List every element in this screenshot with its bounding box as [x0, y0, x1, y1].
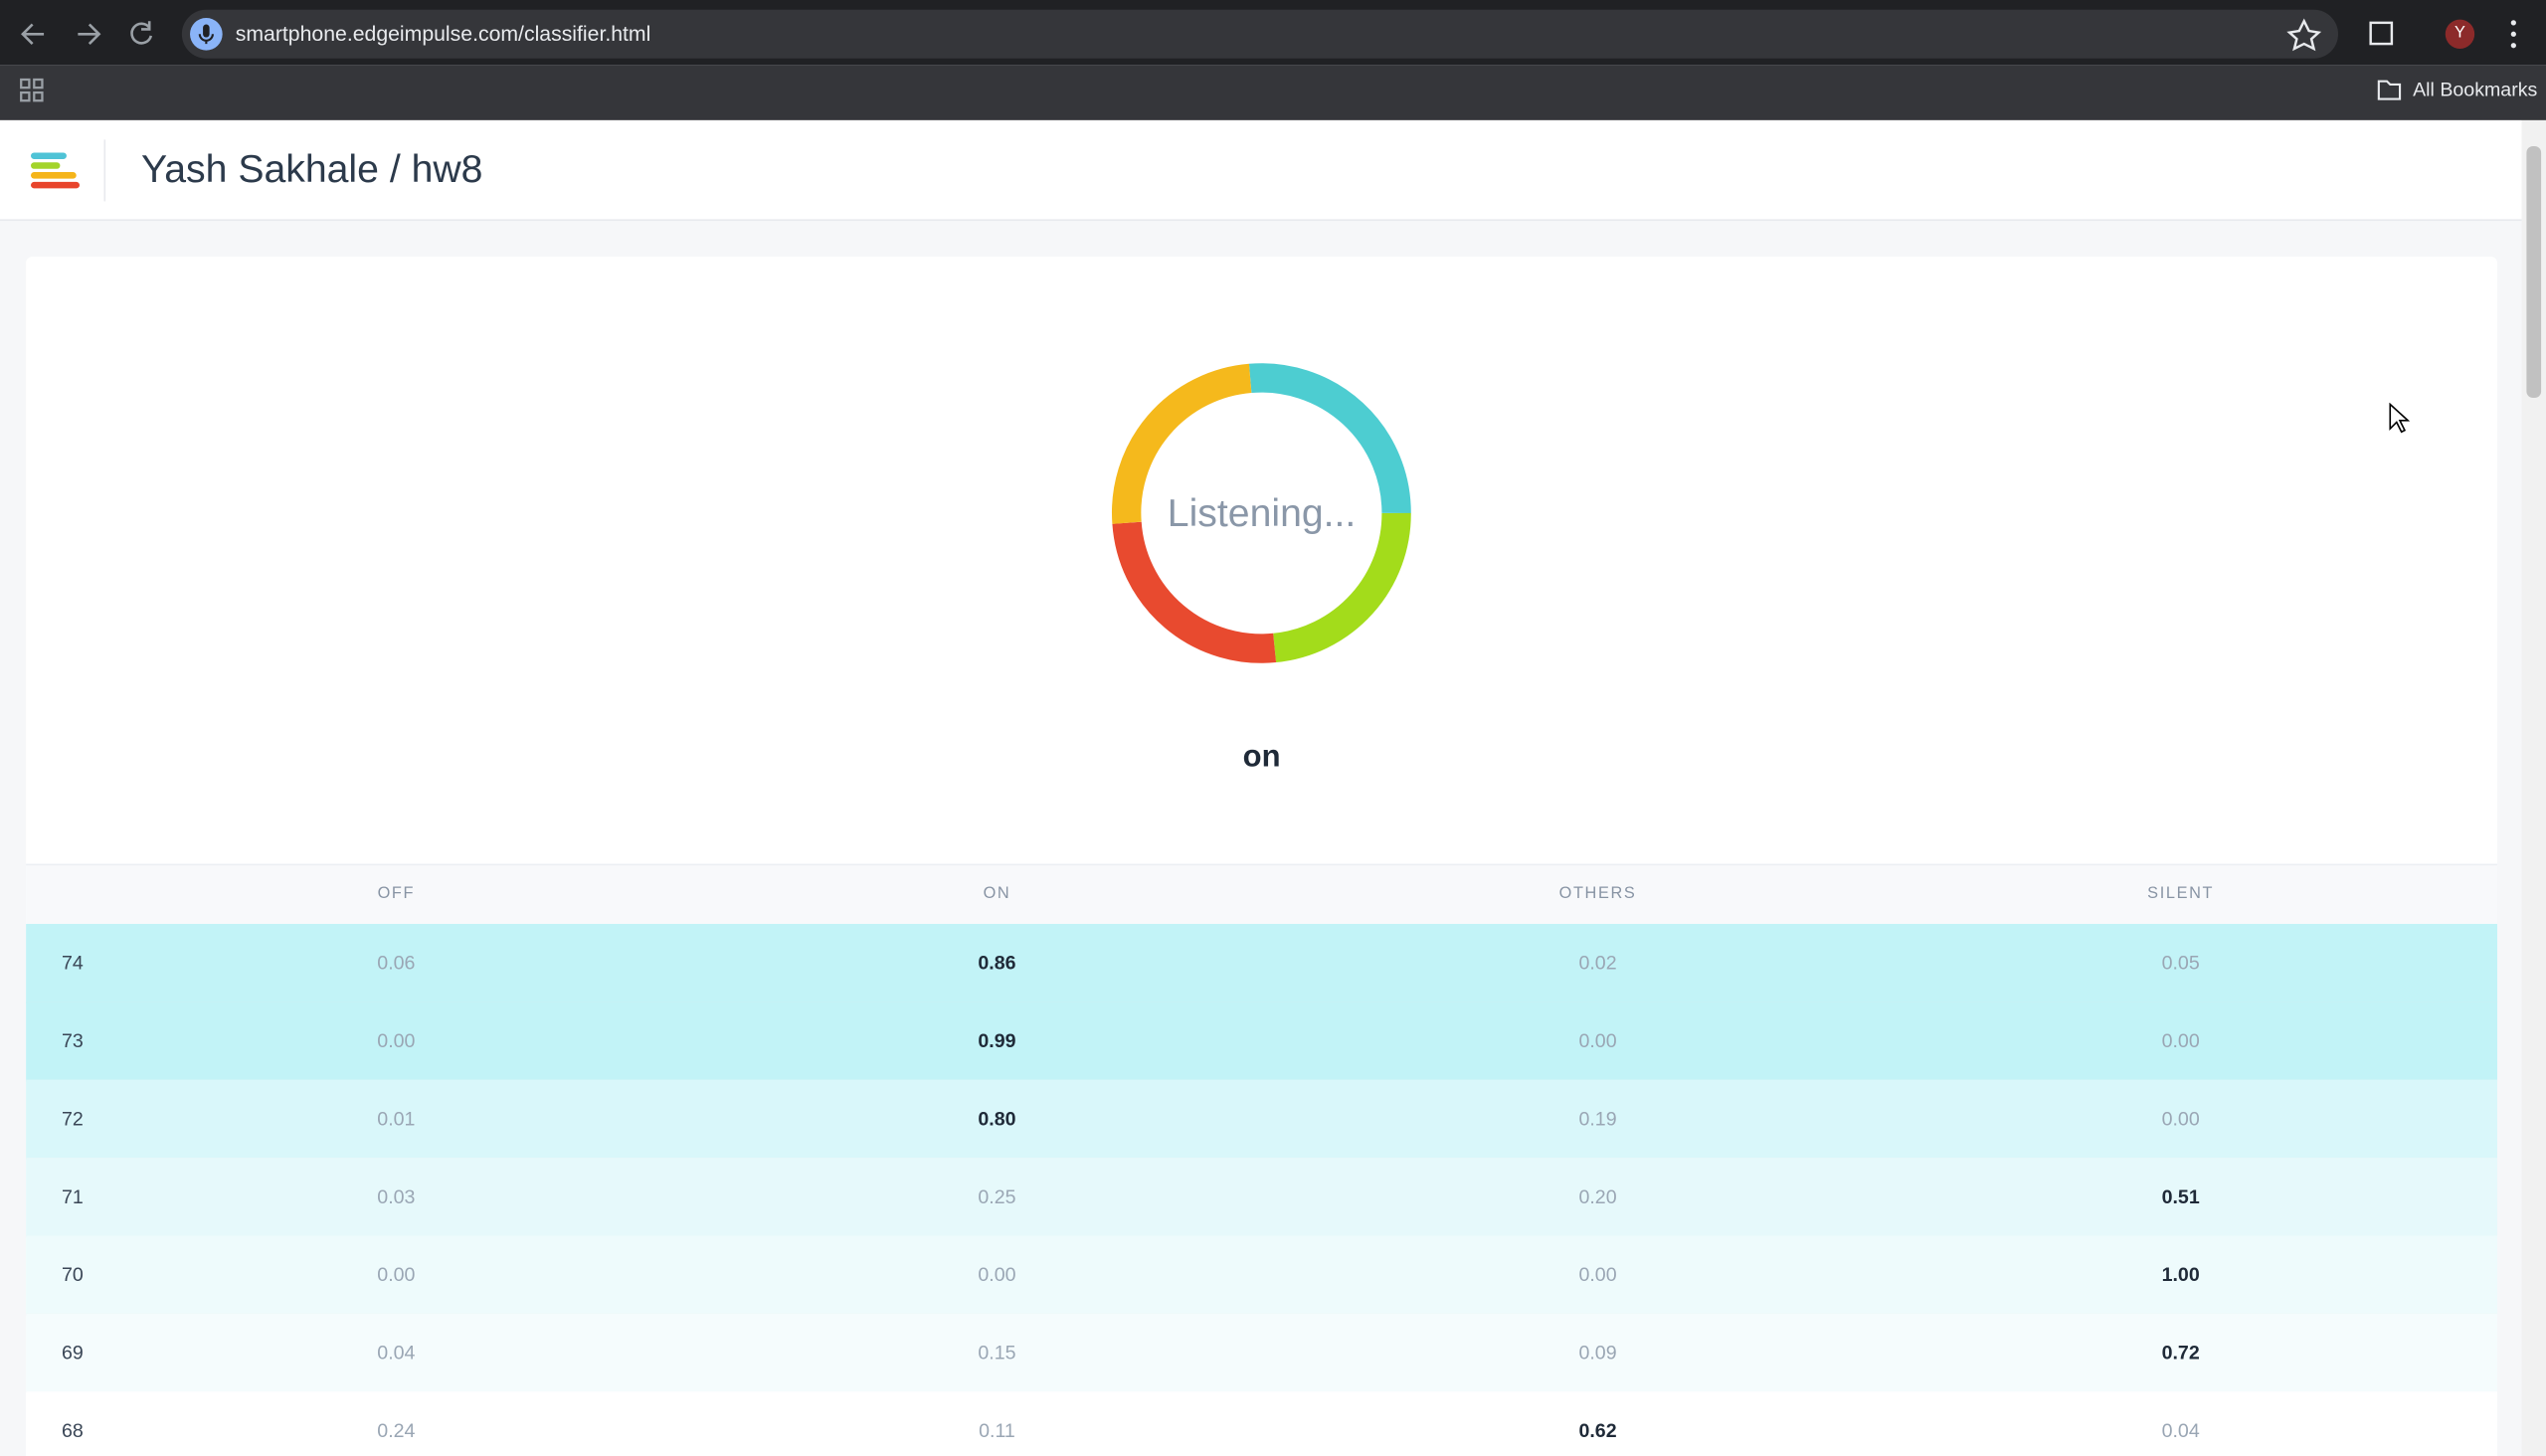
column-header: SILENT — [2147, 884, 2215, 903]
table-row: 68 0.24 0.11 0.62 0.04 — [26, 1391, 2498, 1456]
page-header — [0, 119, 2522, 222]
row-index: 72 — [62, 1107, 84, 1131]
score: 0.99 — [978, 1029, 1016, 1052]
divider — [103, 139, 106, 202]
score: 0.00 — [377, 1029, 416, 1052]
score: 0.25 — [978, 1184, 1016, 1208]
bookmarks[interactable]: All Bookmarks — [2413, 78, 2538, 101]
table-row: 72 0.01 0.80 0.19 0.00 — [26, 1079, 2498, 1160]
score: 0.19 — [1578, 1107, 1617, 1131]
score: 0.80 — [978, 1107, 1016, 1131]
table-row: 70 0.00 0.00 0.00 1.00 — [26, 1235, 2498, 1316]
logo[interactable] — [28, 151, 80, 190]
nav-icons — [21, 21, 153, 46]
score: 0.00 — [978, 1263, 1016, 1287]
score: 0.62 — [1578, 1418, 1617, 1442]
score: 0.04 — [377, 1341, 416, 1365]
scroll-thumb[interactable] — [2526, 145, 2542, 398]
score: 0.00 — [1578, 1029, 1617, 1052]
row-index: 71 — [62, 1184, 84, 1208]
profile[interactable]: Y — [2455, 24, 2465, 43]
row-index: 69 — [62, 1341, 84, 1365]
row-index: 73 — [62, 1029, 84, 1052]
column-header: ON — [983, 884, 1011, 903]
score: 0.09 — [1578, 1341, 1617, 1365]
folder-icon — [2377, 80, 2402, 100]
row-index: 70 — [62, 1263, 84, 1287]
row-index: 68 — [62, 1418, 84, 1442]
table-row: 71 0.03 0.25 0.20 0.51 — [26, 1158, 2498, 1238]
status: Listening... — [1167, 491, 1357, 536]
score: 1.00 — [2161, 1263, 2200, 1287]
cursor — [2389, 402, 2410, 434]
url[interactable]: smartphone.edgeimpulse.com/classifier.ht… — [235, 21, 651, 46]
score: 0.20 — [1578, 1184, 1617, 1208]
bookmarks-bar — [0, 65, 2546, 122]
score: 0.03 — [377, 1184, 416, 1208]
score: 0.11 — [979, 1418, 1015, 1442]
score: 0.01 — [377, 1107, 416, 1131]
score: 0.06 — [377, 951, 416, 975]
score: 0.24 — [377, 1418, 416, 1442]
score: 0.51 — [2161, 1184, 2200, 1208]
score: 0.86 — [978, 951, 1016, 975]
mic-icon — [190, 17, 223, 51]
apps-icon[interactable] — [20, 78, 46, 103]
row-index: 74 — [62, 951, 84, 975]
score: 0.00 — [1578, 1263, 1617, 1287]
column-header: OTHERS — [1558, 884, 1637, 903]
score: 0.72 — [2161, 1341, 2200, 1365]
donut — [1111, 363, 1411, 663]
project-title: Yash Sakhale / hw8 — [141, 147, 483, 192]
score: 0.04 — [2161, 1418, 2200, 1442]
address-bar[interactable] — [181, 9, 2339, 59]
score: 0.00 — [377, 1263, 416, 1287]
table-row: 73 0.00 0.99 0.00 0.00 — [26, 1001, 2498, 1082]
toolbar-icons — [2286, 18, 2516, 52]
score: 0.00 — [2161, 1029, 2200, 1052]
column-header: OFF — [377, 884, 416, 903]
table-header: OFF ON OTHERS SILENT — [26, 863, 2498, 924]
result: on — [1242, 740, 1281, 775]
score: 0.05 — [2161, 951, 2200, 975]
table-row: 74 0.06 0.86 0.02 0.05 — [26, 923, 2498, 1003]
table-row: 69 0.04 0.15 0.09 0.72 — [26, 1313, 2498, 1393]
score: 0.02 — [1578, 951, 1617, 975]
score: 0.15 — [978, 1341, 1016, 1365]
score: 0.00 — [2161, 1107, 2200, 1131]
